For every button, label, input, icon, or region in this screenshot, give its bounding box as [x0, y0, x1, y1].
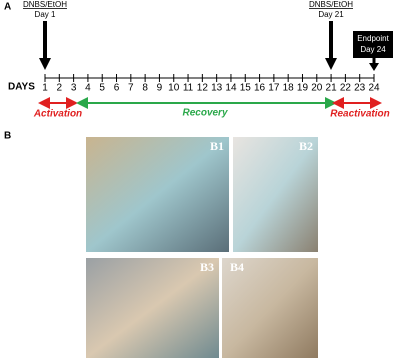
phase-label: Activation — [33, 109, 82, 120]
day-label: 19 — [297, 83, 309, 94]
day-label: 23 — [354, 83, 366, 94]
day-label: 7 — [128, 83, 134, 94]
day-label: 14 — [225, 83, 237, 94]
photo — [222, 258, 318, 358]
event-day: Day 24 — [360, 45, 386, 54]
photo — [86, 137, 229, 252]
phase-label: Recovery — [182, 108, 227, 119]
panel-label: A — [4, 2, 11, 13]
axis-label: DAYS — [8, 82, 35, 93]
photo — [86, 258, 219, 358]
day-label: 13 — [211, 83, 223, 94]
day-label: 6 — [114, 83, 120, 94]
day-label: 11 — [183, 83, 194, 94]
event-day: Day 1 — [35, 10, 56, 19]
day-label: 3 — [71, 83, 77, 94]
day-label: 15 — [240, 83, 252, 94]
day-label: 16 — [254, 83, 266, 94]
event-arrowhead — [39, 58, 51, 70]
photo-label: B1 — [210, 139, 224, 153]
photo-label: B2 — [299, 139, 313, 153]
event-day: Day 21 — [318, 10, 344, 19]
phase-label: Reactivation — [330, 109, 389, 120]
day-label: 4 — [85, 83, 91, 94]
day-label: 1 — [42, 83, 48, 94]
photo-label: B4 — [230, 260, 244, 274]
day-label: 2 — [57, 83, 63, 94]
day-label: 8 — [142, 83, 148, 94]
day-label: 24 — [368, 83, 380, 94]
day-label: 22 — [340, 83, 352, 94]
photo-label: B3 — [200, 260, 214, 274]
day-label: 21 — [326, 83, 338, 94]
day-label: 9 — [157, 83, 163, 94]
panel-label: B — [4, 131, 11, 142]
day-label: 10 — [168, 83, 180, 94]
event-arrowhead — [369, 63, 379, 71]
day-label: 20 — [311, 83, 323, 94]
day-label: 5 — [99, 83, 105, 94]
endpoint-box — [353, 31, 393, 58]
event-treatment: Endpoint — [357, 34, 389, 43]
event-treatment: DNBS/EtOH — [23, 0, 67, 9]
day-label: 12 — [197, 83, 209, 94]
event-treatment: DNBS/EtOH — [309, 0, 353, 9]
event-arrowhead — [325, 58, 337, 70]
photo — [233, 137, 318, 252]
day-label: 18 — [283, 83, 295, 94]
day-label: 17 — [268, 83, 280, 94]
